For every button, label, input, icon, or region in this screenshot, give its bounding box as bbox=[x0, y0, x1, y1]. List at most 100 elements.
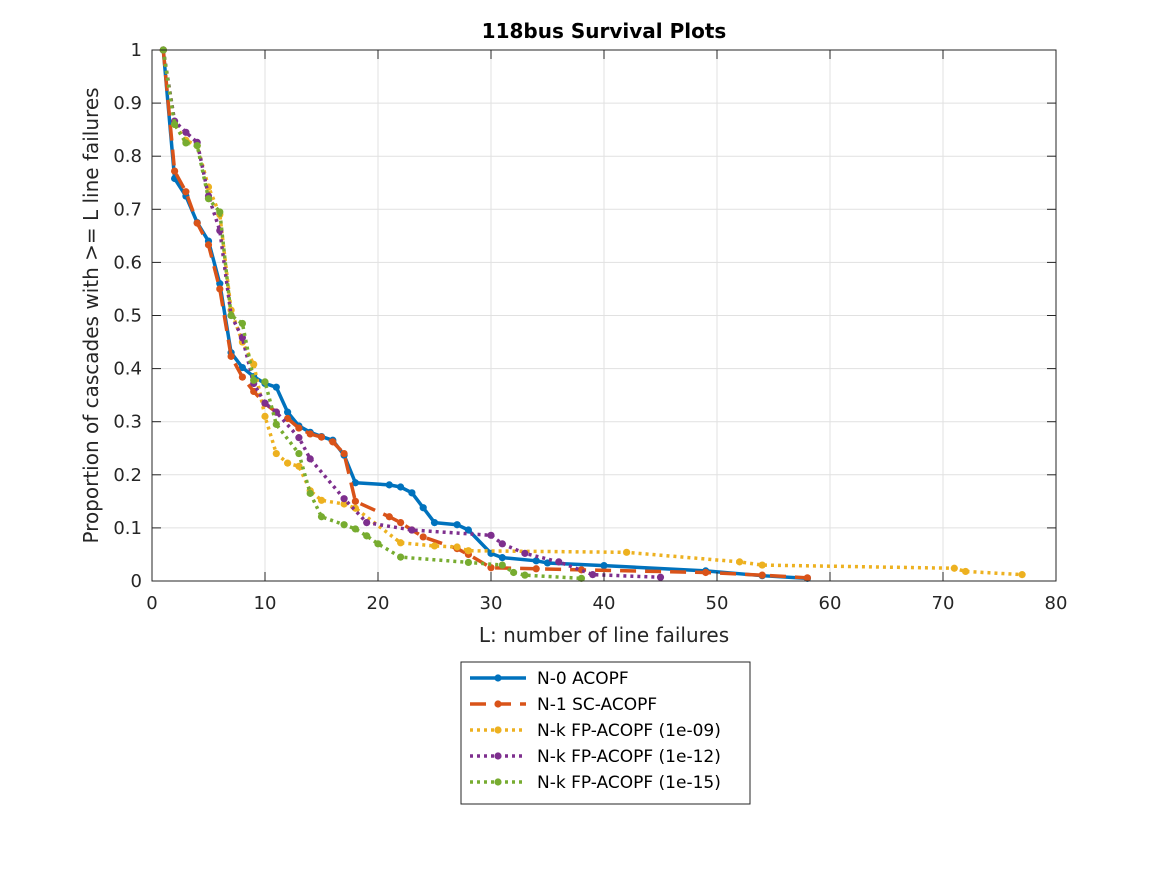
data-point bbox=[803, 574, 812, 582]
data-point bbox=[498, 554, 506, 562]
data-point bbox=[340, 500, 348, 508]
data-point bbox=[430, 542, 439, 550]
x-axis-label: L: number of line failures bbox=[479, 623, 729, 647]
legend-label: N-0 ACOPF bbox=[537, 669, 629, 689]
legend-marker bbox=[494, 674, 502, 682]
data-point bbox=[408, 526, 416, 534]
x-tick-label: 40 bbox=[593, 593, 616, 614]
y-tick-label: 0.5 bbox=[113, 306, 142, 327]
chart-title: 118bus Survival Plots bbox=[482, 19, 727, 43]
data-point bbox=[227, 352, 235, 360]
series-5 bbox=[159, 46, 586, 582]
data-point bbox=[340, 495, 348, 503]
data-point bbox=[758, 561, 766, 569]
data-point bbox=[950, 564, 958, 572]
data-point bbox=[272, 383, 280, 391]
legend-marker bbox=[494, 700, 502, 708]
y-tick-label: 0.7 bbox=[113, 199, 142, 220]
data-point bbox=[216, 285, 224, 293]
data-point bbox=[306, 430, 314, 438]
grid bbox=[152, 50, 1056, 581]
data-point bbox=[656, 573, 665, 581]
data-point bbox=[430, 518, 439, 527]
y-tick-label: 0.4 bbox=[113, 359, 142, 380]
data-point bbox=[182, 139, 190, 147]
data-point bbox=[464, 526, 472, 534]
data-point bbox=[351, 479, 359, 487]
data-point bbox=[453, 543, 461, 551]
legend-item: N-1 SC-ACOPF bbox=[470, 695, 657, 715]
data-point bbox=[623, 548, 631, 556]
legend-box bbox=[460, 661, 751, 805]
legend-marker bbox=[494, 752, 502, 760]
data-point bbox=[204, 241, 213, 249]
data-point bbox=[238, 363, 246, 372]
data-point bbox=[261, 378, 269, 386]
data-point bbox=[204, 195, 213, 203]
data-point bbox=[521, 549, 529, 557]
data-point bbox=[397, 539, 405, 547]
data-point bbox=[498, 561, 506, 569]
data-point bbox=[238, 373, 246, 381]
x-tick-label: 10 bbox=[254, 593, 277, 614]
data-point bbox=[193, 219, 201, 227]
data-point bbox=[464, 558, 472, 567]
data-point bbox=[408, 489, 416, 497]
data-point bbox=[340, 521, 348, 529]
series-line bbox=[161, 49, 661, 580]
data-point bbox=[962, 567, 970, 576]
data-point bbox=[306, 455, 314, 463]
x-tick-label: 50 bbox=[706, 593, 729, 614]
series-line bbox=[161, 49, 582, 581]
data-point bbox=[295, 462, 303, 470]
data-point bbox=[487, 531, 495, 539]
legend-item: N-k FP-ACOPF (1e-09) bbox=[470, 721, 721, 741]
data-point bbox=[397, 483, 405, 491]
data-point bbox=[385, 513, 393, 521]
data-point bbox=[419, 504, 427, 512]
data-point bbox=[261, 399, 269, 407]
data-point bbox=[216, 280, 224, 288]
x-tick-label: 30 bbox=[480, 593, 503, 614]
data-point bbox=[272, 420, 280, 428]
y-tick-label: 0.8 bbox=[113, 146, 142, 167]
data-point bbox=[1018, 571, 1026, 579]
x-tick-label: 80 bbox=[1045, 593, 1068, 614]
data-point bbox=[340, 449, 348, 458]
data-point bbox=[532, 565, 540, 573]
data-point bbox=[363, 532, 371, 540]
data-point bbox=[171, 120, 179, 128]
data-point bbox=[317, 513, 326, 521]
data-point bbox=[397, 518, 405, 527]
data-point bbox=[555, 558, 563, 566]
legend-label: N-1 SC-ACOPF bbox=[537, 695, 657, 715]
legend-label: N-k FP-ACOPF (1e-15) bbox=[537, 773, 721, 793]
y-tick-label: 0.9 bbox=[113, 93, 142, 114]
data-point bbox=[397, 553, 405, 561]
data-point bbox=[329, 438, 337, 446]
data-point bbox=[521, 571, 529, 579]
data-point bbox=[736, 558, 744, 566]
data-point bbox=[261, 412, 269, 420]
series-line bbox=[161, 49, 808, 580]
data-point bbox=[419, 533, 427, 541]
legend-label: N-k FP-ACOPF (1e-12) bbox=[537, 747, 721, 767]
data-point bbox=[464, 547, 472, 555]
data-point bbox=[182, 128, 190, 136]
data-point bbox=[589, 571, 597, 579]
y-tick-label: 0 bbox=[131, 571, 142, 592]
data-point bbox=[453, 521, 461, 529]
legend-item: N-k FP-ACOPF (1e-15) bbox=[470, 773, 721, 793]
x-tick-label: 70 bbox=[932, 593, 955, 614]
series-line bbox=[161, 49, 1023, 577]
ticks: 0 10 20 30 40 50 60 70 80 0 0.1 0.2 0.3 0.4 0.5 0.6 0.7 0… bbox=[113, 40, 1067, 614]
x-tick-label: 0 bbox=[146, 593, 157, 614]
x-tick-label: 60 bbox=[819, 593, 842, 614]
data-point bbox=[702, 568, 710, 577]
legend-marker bbox=[494, 726, 502, 734]
legend-item: N-k FP-ACOPF (1e-12) bbox=[470, 747, 721, 767]
data-point bbox=[216, 208, 224, 216]
data-point bbox=[171, 167, 179, 175]
